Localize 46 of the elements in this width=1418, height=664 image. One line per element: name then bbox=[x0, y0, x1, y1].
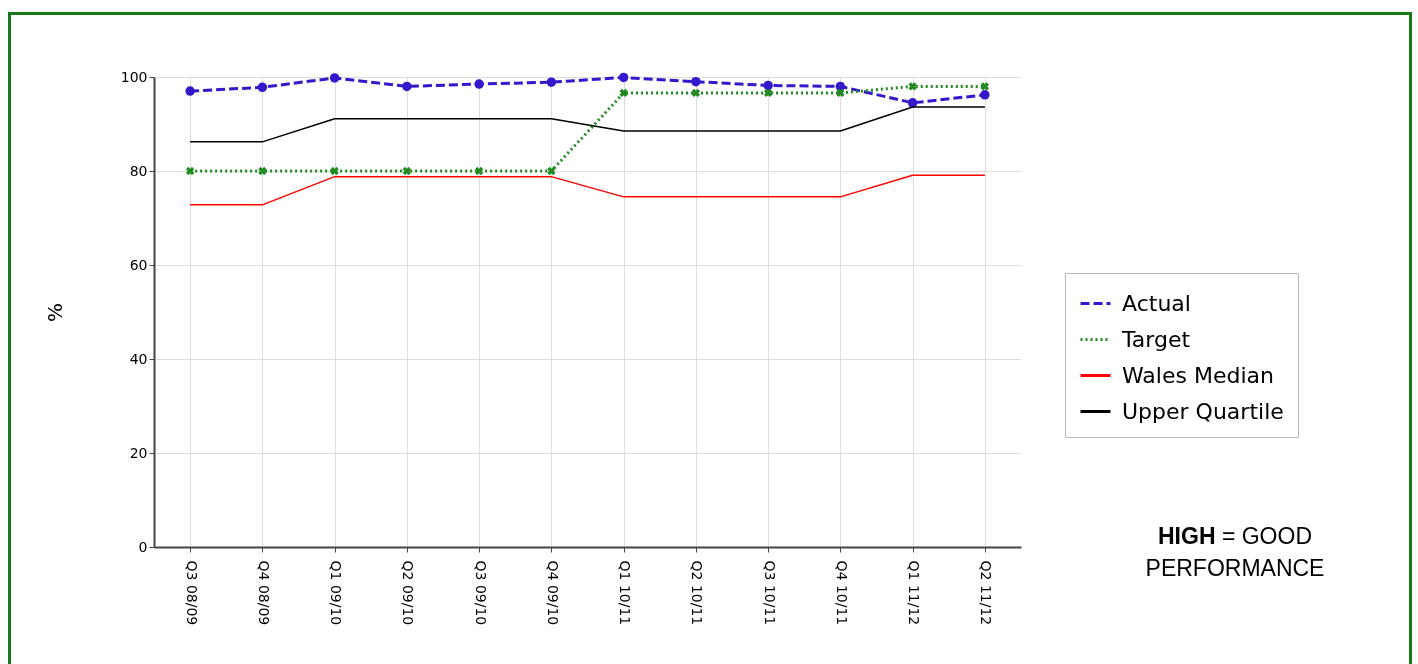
point bbox=[185, 86, 195, 96]
text: HIGH = GOOD PERFORMANCE bbox=[1144, 522, 1326, 583]
x-tick-label: Q1 10/11 bbox=[617, 560, 634, 626]
x-tick-label: Q1 09/10 bbox=[328, 560, 345, 626]
point bbox=[691, 88, 701, 98]
point bbox=[547, 166, 556, 176]
point bbox=[257, 82, 268, 93]
legend-label: Target bbox=[1121, 326, 1191, 352]
legend-label: Wales Median bbox=[1122, 362, 1274, 388]
y-tick-label: 80 bbox=[129, 162, 148, 179]
point bbox=[258, 166, 267, 176]
y-tick-label: 100 bbox=[120, 68, 148, 85]
y-tick-label: 0 bbox=[138, 538, 148, 555]
x-tick-label: Q2 11/12 bbox=[978, 560, 995, 626]
point bbox=[402, 166, 412, 176]
point bbox=[980, 82, 990, 91]
point bbox=[329, 73, 340, 83]
x-tick-label: Q3 08/09 bbox=[183, 560, 200, 626]
y-axis-title: % bbox=[42, 302, 67, 323]
point bbox=[330, 166, 339, 176]
point bbox=[763, 80, 773, 91]
x-tick-label: Q2 10/11 bbox=[689, 560, 706, 626]
y-tick-label: 40 bbox=[129, 350, 148, 367]
x-tick-label: Q4 08/09 bbox=[255, 560, 272, 626]
point bbox=[546, 77, 557, 87]
x-tick-label: Q1 11/12 bbox=[906, 560, 923, 626]
point bbox=[474, 166, 484, 176]
x-tick-label: Q3 10/11 bbox=[761, 560, 778, 626]
point bbox=[185, 166, 195, 176]
point bbox=[763, 88, 773, 98]
point bbox=[402, 81, 412, 92]
point bbox=[618, 72, 629, 83]
legend-label: Actual bbox=[1122, 290, 1191, 316]
point bbox=[691, 76, 701, 87]
point bbox=[474, 79, 484, 89]
x-tick-label: Q3 09/10 bbox=[472, 560, 489, 626]
point bbox=[619, 88, 628, 98]
x-tick-label: Q4 09/10 bbox=[544, 560, 561, 626]
x-tick-label: Q4 10/11 bbox=[833, 560, 850, 626]
legend-label: Upper Quartile bbox=[1122, 398, 1284, 424]
point bbox=[908, 82, 917, 91]
point bbox=[836, 88, 845, 98]
x-tick-label: Q2 09/10 bbox=[400, 560, 417, 626]
point bbox=[980, 90, 990, 100]
y-tick-label: 60 bbox=[129, 256, 148, 273]
y-tick-label: 20 bbox=[129, 444, 148, 461]
